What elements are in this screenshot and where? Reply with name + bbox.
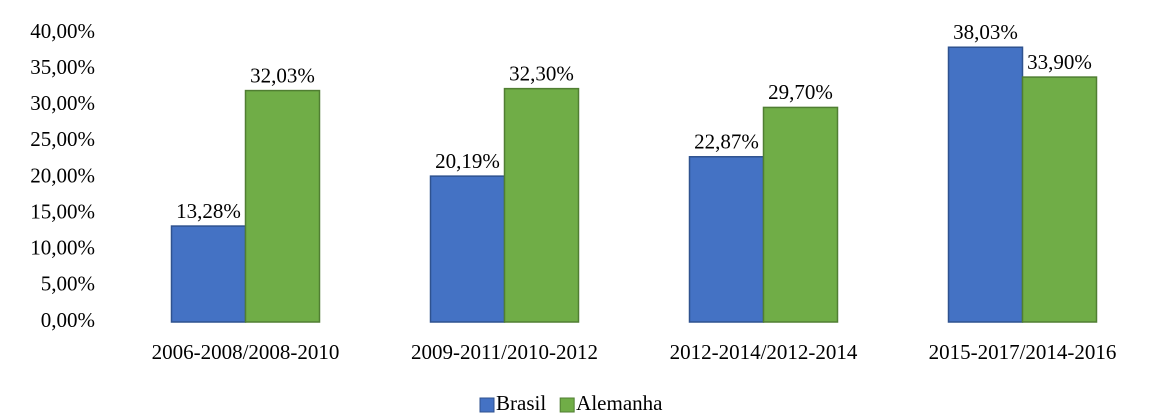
x-tick-label: 2012-2014/2012-2014 bbox=[670, 340, 858, 364]
y-tick-label: 5,00% bbox=[41, 272, 95, 296]
value-label: 13,28% bbox=[176, 199, 241, 223]
bar bbox=[688, 156, 765, 323]
bar bbox=[503, 87, 580, 323]
y-tick-label: 15,00% bbox=[30, 199, 95, 223]
value-label: 22,87% bbox=[694, 130, 759, 154]
y-tick-label: 30,00% bbox=[30, 91, 95, 115]
bar bbox=[762, 106, 839, 323]
value-label: 32,30% bbox=[509, 61, 574, 85]
y-tick-label: 35,00% bbox=[30, 55, 95, 79]
value-label: 32,03% bbox=[250, 63, 315, 87]
bar bbox=[429, 175, 506, 323]
bar bbox=[170, 225, 247, 323]
bar bbox=[244, 89, 321, 323]
x-tick-label: 2006-2008/2008-2010 bbox=[152, 340, 340, 364]
bar bbox=[1021, 76, 1098, 323]
value-label: 20,19% bbox=[435, 149, 500, 173]
y-tick-label: 25,00% bbox=[30, 127, 95, 151]
value-label: 29,70% bbox=[768, 80, 833, 104]
x-tick-label: 2015-2017/2014-2016 bbox=[929, 340, 1117, 364]
bar bbox=[947, 46, 1024, 323]
y-tick-label: 20,00% bbox=[30, 163, 95, 187]
legend-swatch bbox=[479, 397, 495, 413]
legend-swatch bbox=[559, 397, 575, 413]
legend-label: Alemanha bbox=[576, 391, 663, 415]
x-tick-label: 2009-2011/2010-2012 bbox=[411, 340, 598, 364]
value-label: 33,90% bbox=[1027, 50, 1092, 74]
value-label: 38,03% bbox=[953, 20, 1018, 44]
y-tick-label: 40,00% bbox=[30, 19, 95, 43]
y-tick-label: 0,00% bbox=[41, 308, 95, 332]
legend-label: Brasil bbox=[496, 391, 546, 415]
y-tick-label: 10,00% bbox=[30, 236, 95, 260]
